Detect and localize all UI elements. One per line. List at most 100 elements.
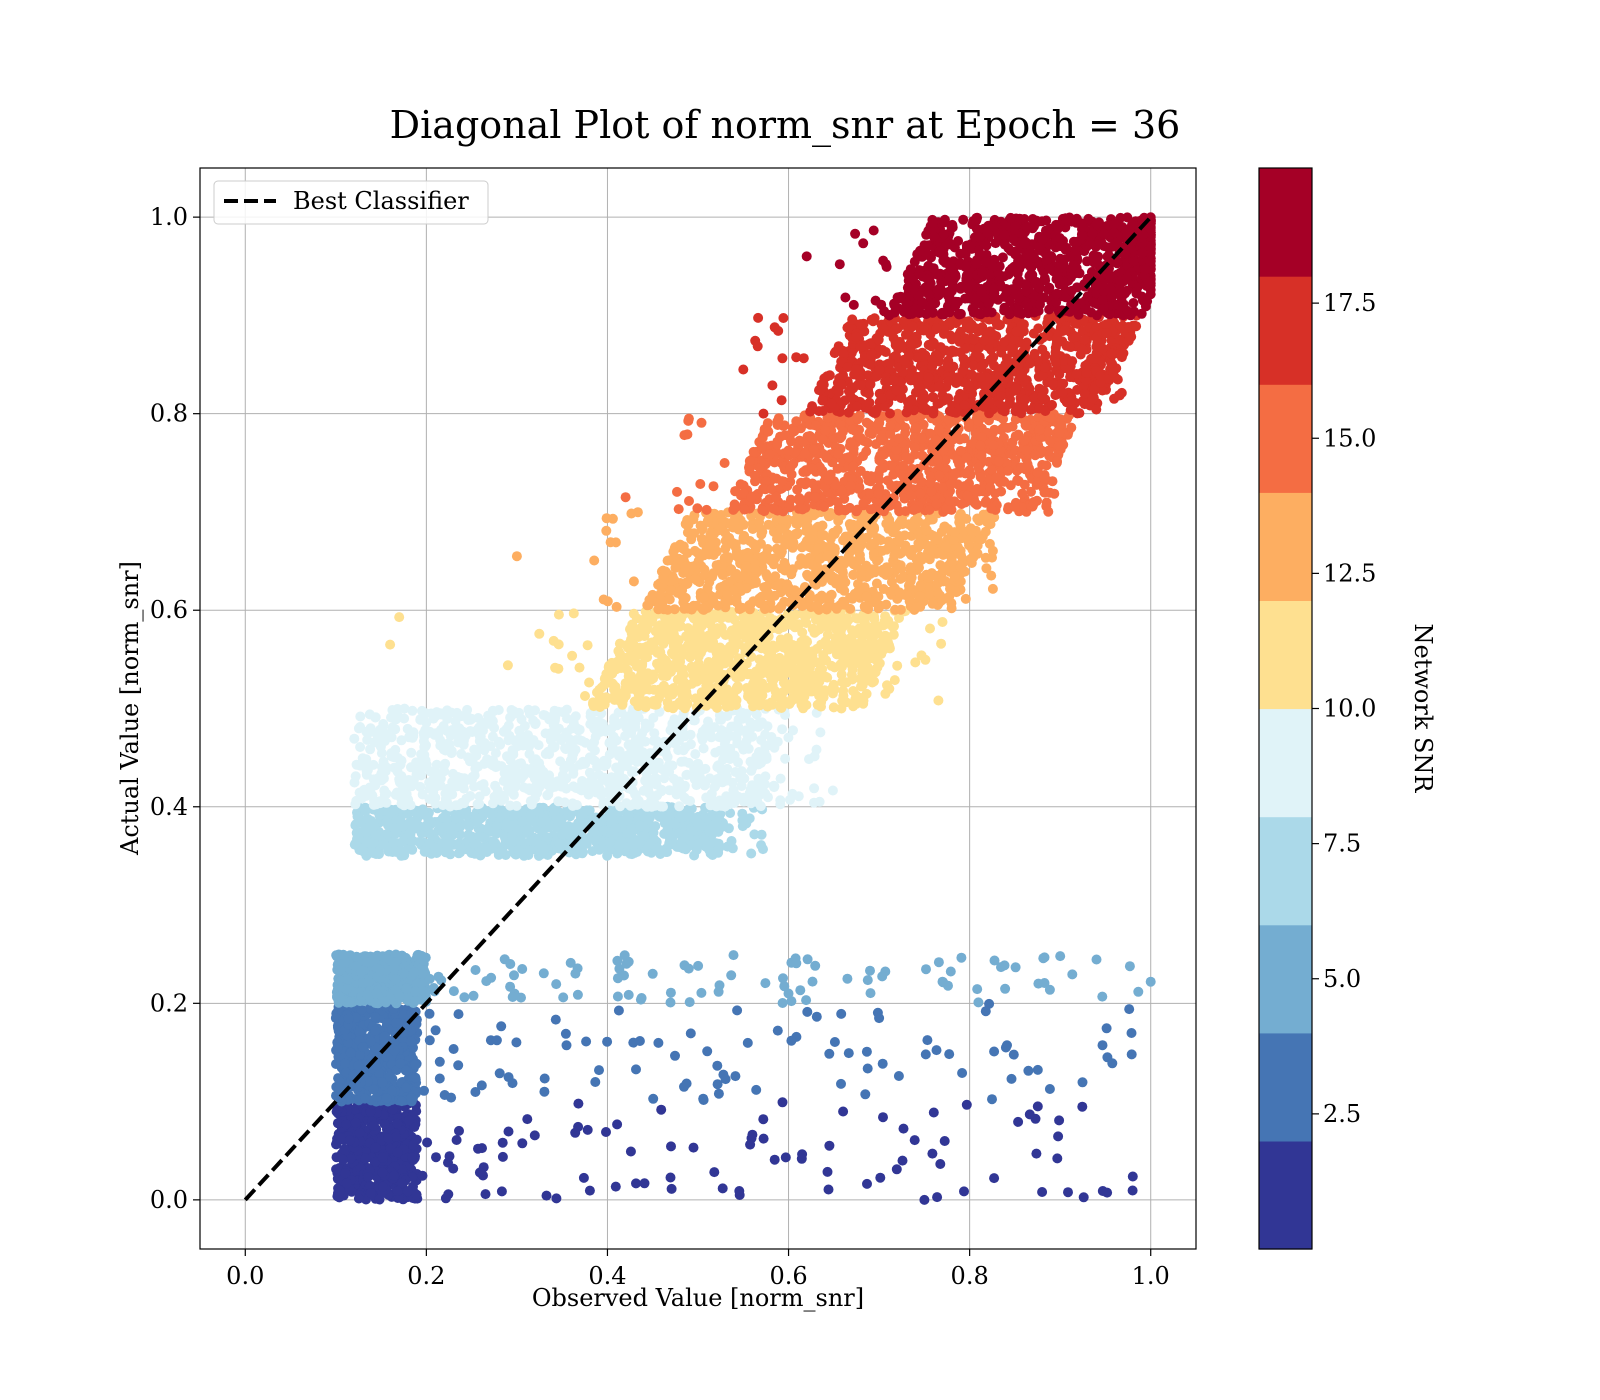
- point: [589, 745, 600, 756]
- point: [363, 1172, 374, 1182]
- point: [1097, 1186, 1108, 1196]
- point: [494, 1068, 505, 1079]
- point: [453, 711, 464, 722]
- point: [551, 979, 562, 990]
- point: [345, 1153, 356, 1164]
- point: [882, 680, 892, 691]
- point: [434, 1056, 445, 1067]
- point: [647, 611, 658, 622]
- point: [453, 1060, 464, 1071]
- point: [1023, 1065, 1034, 1076]
- point: [392, 1186, 403, 1197]
- point: [1097, 1040, 1108, 1051]
- point: [783, 732, 794, 743]
- point: [1031, 1148, 1042, 1159]
- point: [698, 743, 709, 754]
- point: [601, 756, 612, 767]
- point: [382, 828, 393, 839]
- point: [394, 991, 405, 1002]
- point: [670, 1050, 680, 1061]
- point: [612, 1119, 623, 1130]
- point: [403, 1186, 413, 1197]
- point: [839, 650, 850, 661]
- point: [571, 800, 582, 810]
- point: [493, 705, 504, 715]
- point: [488, 836, 498, 847]
- point: [336, 1133, 347, 1144]
- point: [570, 968, 581, 979]
- point: [936, 638, 947, 649]
- point: [711, 801, 722, 812]
- point: [572, 989, 583, 1000]
- point: [498, 776, 509, 786]
- point: [829, 1037, 840, 1047]
- point: [756, 688, 767, 699]
- point: [422, 1137, 433, 1148]
- point: [824, 640, 835, 651]
- point: [438, 800, 448, 811]
- point: [759, 779, 770, 790]
- point: [574, 662, 585, 673]
- point: [980, 1006, 991, 1017]
- point: [440, 788, 451, 799]
- point: [353, 1060, 364, 1071]
- point: [406, 1036, 416, 1047]
- point: [568, 748, 579, 759]
- point: [420, 821, 431, 832]
- point: [880, 611, 891, 622]
- point: [540, 749, 551, 759]
- point: [580, 838, 591, 849]
- point: [390, 974, 401, 985]
- point: [552, 815, 563, 826]
- point: [408, 727, 419, 738]
- point: [751, 1084, 762, 1095]
- point: [392, 1147, 403, 1158]
- point: [696, 821, 707, 831]
- point: [898, 1123, 909, 1134]
- point: [713, 838, 724, 849]
- point: [696, 621, 707, 631]
- point: [697, 639, 708, 650]
- point: [862, 1178, 872, 1189]
- point: [835, 661, 846, 672]
- point: [395, 1058, 406, 1069]
- point: [419, 749, 430, 760]
- point: [458, 777, 469, 788]
- point: [561, 727, 572, 738]
- point: [593, 817, 603, 828]
- point: [700, 763, 711, 774]
- point: [791, 958, 802, 969]
- point: [450, 725, 461, 736]
- point: [693, 960, 704, 971]
- point: [714, 732, 725, 743]
- point: [548, 803, 559, 814]
- point: [862, 1063, 873, 1074]
- point: [479, 745, 490, 756]
- point: [403, 1115, 414, 1126]
- point: [629, 744, 640, 755]
- point: [729, 787, 739, 798]
- point: [756, 840, 767, 851]
- point: [392, 1118, 403, 1129]
- point: [485, 758, 496, 769]
- point: [365, 744, 376, 755]
- point: [459, 992, 470, 1003]
- point: [760, 740, 771, 751]
- point: [364, 1180, 375, 1191]
- point: [959, 1186, 969, 1197]
- point: [757, 642, 768, 653]
- point: [538, 710, 549, 720]
- point: [409, 967, 420, 978]
- point: [553, 706, 564, 717]
- point: [549, 715, 560, 726]
- point: [707, 625, 718, 636]
- point: [1032, 1064, 1043, 1075]
- point: [612, 973, 623, 984]
- point: [836, 1008, 847, 1019]
- point: [972, 984, 983, 995]
- point: [858, 695, 869, 706]
- point: [920, 1049, 931, 1060]
- point: [709, 1167, 720, 1178]
- point: [815, 727, 826, 738]
- point: [473, 761, 483, 772]
